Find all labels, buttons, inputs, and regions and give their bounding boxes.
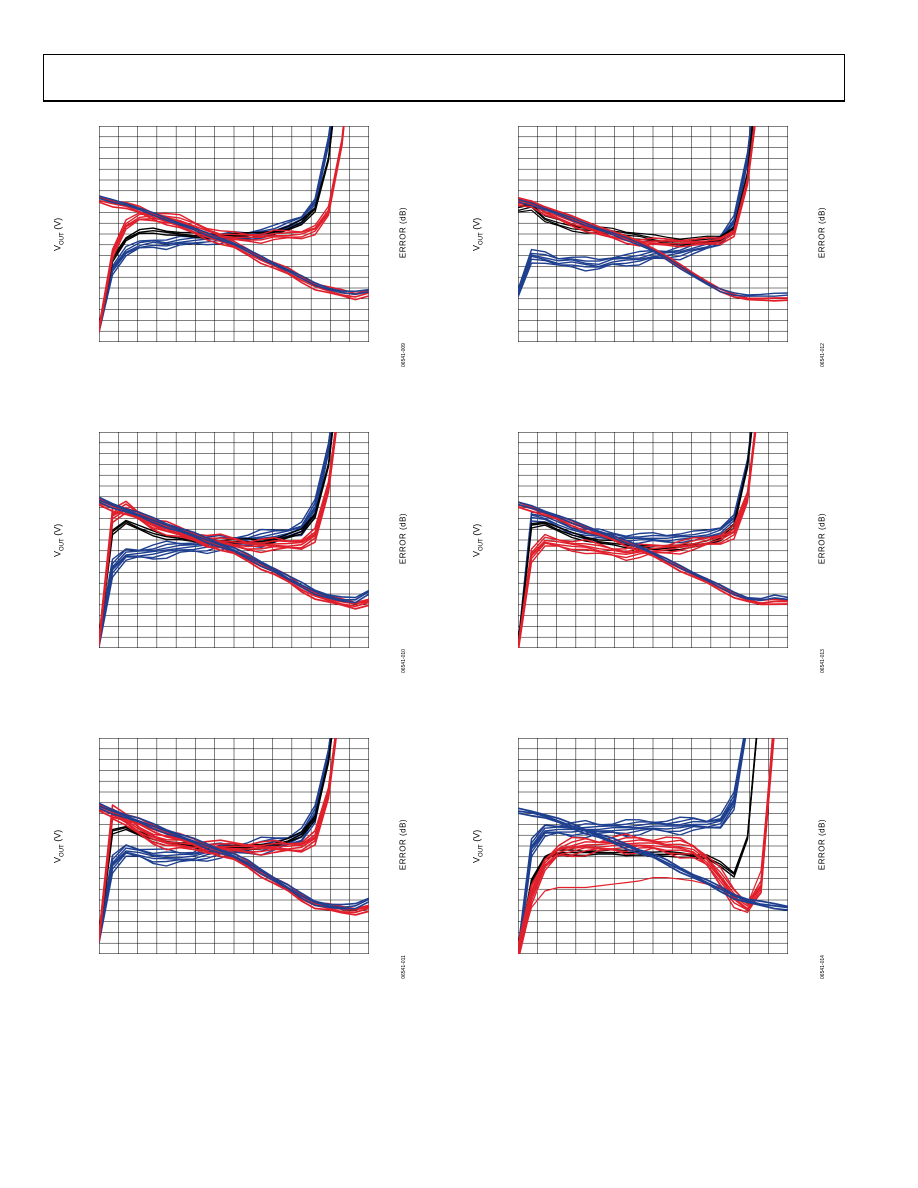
figure-id: 06541-010 <box>401 649 407 673</box>
series-line-blue <box>99 496 369 599</box>
vout-axis-label: VOUT (V) <box>53 510 66 570</box>
series-line-red <box>518 738 774 954</box>
figure-id: 06541-009 <box>401 343 407 367</box>
series-line-black <box>99 126 333 326</box>
series-line-blue <box>99 802 369 906</box>
vout-axis-label: VOUT (V) <box>472 204 485 264</box>
vout-label-main: V <box>471 856 482 863</box>
vout-label-sub: OUT <box>478 538 485 551</box>
series-line-red <box>518 432 756 646</box>
series-line-blue <box>518 201 788 297</box>
chart-plot-5 <box>99 738 369 954</box>
series-line-blue <box>518 198 788 296</box>
series-line-red <box>99 126 345 333</box>
series-line-red <box>518 738 774 954</box>
series-line-red <box>99 126 345 329</box>
vout-label-unit: (V) <box>471 829 482 845</box>
series-line-blue <box>518 432 752 646</box>
error-axis-label: ERROR (dB) <box>398 512 408 565</box>
vout-label-unit: (V) <box>52 217 63 233</box>
vout-axis-label: VOUT (V) <box>53 204 66 264</box>
series-group <box>518 126 788 302</box>
series-line-red <box>518 432 756 648</box>
vout-label-sub: OUT <box>59 232 66 245</box>
chart-plot-6 <box>518 738 788 954</box>
page-header-box <box>43 54 845 102</box>
error-axis-label: ERROR (dB) <box>817 818 827 871</box>
error-axis-label: ERROR (dB) <box>398 818 408 871</box>
series-line-blue <box>518 807 788 908</box>
figure-id: 06541-012 <box>820 343 826 367</box>
chart-plot-1 <box>99 126 369 342</box>
vout-label-main: V <box>52 856 63 863</box>
series-line-blue <box>99 501 369 604</box>
series-line-red <box>99 502 369 608</box>
series-line-red <box>99 738 337 937</box>
chart-plot-4 <box>518 432 788 648</box>
series-line-red <box>99 126 345 332</box>
series-line-black <box>518 738 757 952</box>
vout-label-unit: (V) <box>471 217 482 233</box>
series-line-blue <box>518 810 788 909</box>
series-line-red <box>518 196 788 300</box>
vout-label-main: V <box>471 244 482 251</box>
figure-id: 06541-014 <box>820 955 826 979</box>
series-line-blue <box>99 197 369 295</box>
vout-label-sub: OUT <box>59 538 66 551</box>
chart-plot-3 <box>99 432 369 648</box>
vout-label-unit: (V) <box>52 523 63 539</box>
figure-id: 06541-011 <box>401 955 407 979</box>
vout-label-main: V <box>52 244 63 251</box>
series-line-blue <box>99 499 369 601</box>
vout-label-main: V <box>52 550 63 557</box>
vout-axis-label: VOUT (V) <box>472 816 485 876</box>
series-line-blue <box>99 807 369 910</box>
vout-label-unit: (V) <box>52 829 63 845</box>
series-group <box>99 738 369 944</box>
series-group <box>518 432 788 648</box>
vout-label-sub: OUT <box>478 844 485 857</box>
vout-label-sub: OUT <box>478 232 485 245</box>
series-line-blue <box>99 805 369 909</box>
vout-label-sub: OUT <box>59 844 66 857</box>
series-line-blue <box>518 501 788 600</box>
vout-label-unit: (V) <box>471 523 482 539</box>
chart-plot-2 <box>518 126 788 342</box>
vout-axis-label: VOUT (V) <box>53 816 66 876</box>
series-line-red <box>518 738 775 954</box>
series-group <box>99 432 369 648</box>
series-line-red <box>99 738 336 935</box>
series-line-red <box>99 199 369 298</box>
error-axis-label: ERROR (dB) <box>817 512 827 565</box>
series-group <box>518 738 788 954</box>
error-axis-label: ERROR (dB) <box>817 206 827 259</box>
series-group <box>99 126 369 333</box>
series-line-blue <box>518 503 788 602</box>
figure-id: 06541-013 <box>820 649 826 673</box>
series-line-blue <box>99 195 369 293</box>
vout-label-main: V <box>471 550 482 557</box>
error-axis-label: ERROR (dB) <box>398 206 408 259</box>
vout-axis-label: VOUT (V) <box>472 510 485 570</box>
